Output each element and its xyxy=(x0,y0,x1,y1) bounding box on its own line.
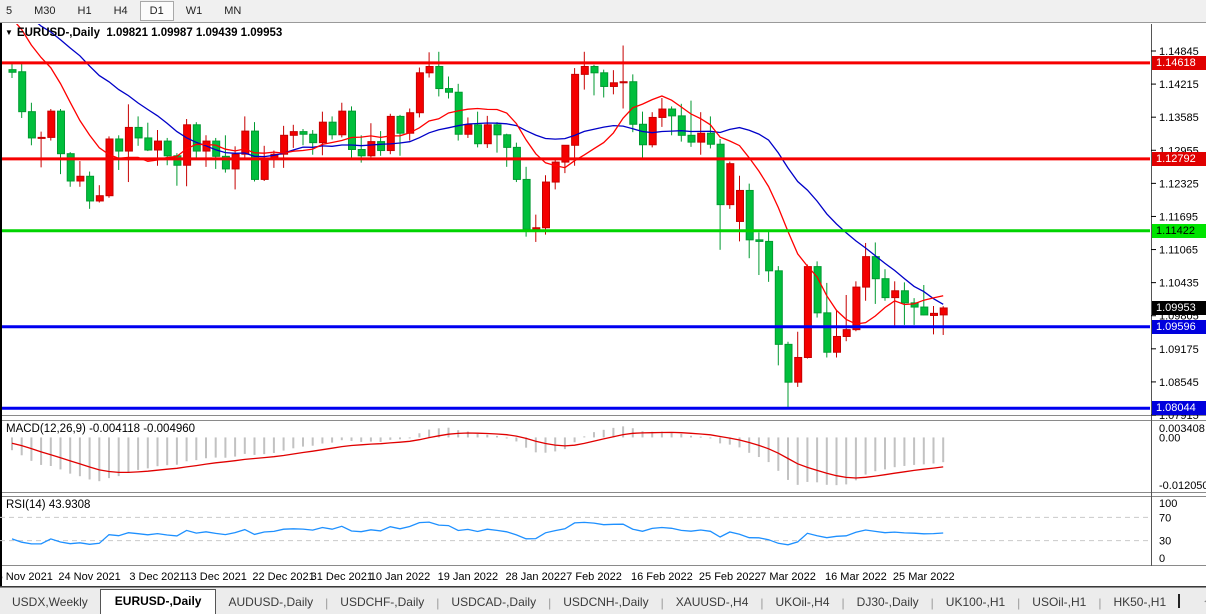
tab-separator: | xyxy=(548,596,552,610)
tab-separator: | xyxy=(841,596,845,610)
symbol-tab-usdx-weekly[interactable]: USDX,Weekly xyxy=(12,595,88,609)
macd-name: MACD(12,26,9) xyxy=(6,423,86,435)
tab-separator: | xyxy=(660,596,664,610)
timeframe-toolbar: 5 M30 H1 H4 D1 W1 MN xyxy=(0,0,1206,23)
tab-scroll-left-icon[interactable]: ◂ xyxy=(1196,596,1206,607)
tab-separator: | xyxy=(436,596,440,610)
date-axis-label: 24 Nov 2021 xyxy=(58,571,120,583)
macd-values: -0.004118 -0.004960 xyxy=(89,423,196,435)
tab-separator: | xyxy=(930,596,934,610)
macd-group xyxy=(11,426,945,486)
price-axis-tick: 1.08545 xyxy=(1159,377,1199,389)
timeframe-button-H4[interactable]: H4 xyxy=(113,5,128,17)
timeframe-button-W1[interactable]: W1 xyxy=(185,5,203,17)
price-badge-1.12792: 1.12792 xyxy=(1152,151,1206,166)
rsi-axis-tick: 0 xyxy=(1159,553,1165,565)
price-axis-tick: 1.13585 xyxy=(1159,112,1199,124)
symbol-tab-usdchf-daily[interactable]: USDCHF-,Daily xyxy=(340,595,425,609)
price-axis-tick: 1.09175 xyxy=(1159,344,1199,356)
date-axis-label: 22 Dec 2021 xyxy=(252,571,314,583)
date-axis-label: 7 Feb 2022 xyxy=(566,571,622,583)
tab-scroll-controls: ◂▸ xyxy=(1178,588,1206,614)
price-axis-tick: 1.10435 xyxy=(1159,278,1199,290)
chart-symbol-label: EURUSD-,Daily xyxy=(16,27,100,39)
timeframe-button-MN[interactable]: MN xyxy=(224,5,242,17)
timeframe-button-D1[interactable]: D1 xyxy=(139,1,174,21)
tab-separator: | xyxy=(325,596,329,610)
date-axis-label: 7 Mar 2022 xyxy=(760,571,816,583)
price-axis-tick: 1.14215 xyxy=(1159,79,1199,91)
rsi-indicator-label: RSI(14) 43.9308 xyxy=(6,499,90,511)
date-axis-label: 3 Dec 2021 xyxy=(129,571,185,583)
rsi-value: 43.9308 xyxy=(48,499,91,511)
symbol-tab-bar: USDX,Weekly EURUSD-,Daily AUDUSD-,Daily | US… xyxy=(0,587,1206,614)
price-badge-1.11422: 1.11422 xyxy=(1152,223,1206,238)
chart-title: ▼ EURUSD-,Daily 1.09821 1.09987 1.09439 1… xyxy=(5,27,282,39)
timeframe-button-5[interactable]: 5 xyxy=(6,5,13,17)
tab-separator: | xyxy=(1098,596,1102,610)
tab-splitter-handle[interactable] xyxy=(1178,594,1181,608)
price-axis-tick: 1.14845 xyxy=(1159,46,1199,58)
date-axis-label: 16 Mar 2022 xyxy=(825,571,887,583)
symbol-tab-ukoil-h4[interactable]: UKOil-,H4 xyxy=(775,595,830,609)
symbol-tab-eurusd-daily[interactable]: EURUSD-,Daily xyxy=(99,589,217,614)
date-axis-label: 25 Feb 2022 xyxy=(699,571,761,583)
chart-ohlc-values: 1.09821 1.09987 1.09439 1.09953 xyxy=(106,27,283,39)
chart-surface[interactable] xyxy=(0,24,1150,415)
date-axis-label: 15 Nov 2021 xyxy=(0,571,53,583)
macd-axis-tick: 0.00 xyxy=(1159,432,1180,444)
macd-axis-tick: -0.012050 xyxy=(1159,480,1206,492)
symbol-tab-usoil-h1[interactable]: USOil-,H1 xyxy=(1032,595,1087,609)
date-axis-label: 31 Dec 2021 xyxy=(311,571,373,583)
timeframe-button-H1[interactable]: H1 xyxy=(77,5,92,17)
symbol-tab-xauusd-h4[interactable]: XAUUSD-,H4 xyxy=(675,595,749,609)
date-axis-label: 28 Jan 2022 xyxy=(506,571,567,583)
date-axis-label: 13 Dec 2021 xyxy=(185,571,247,583)
price-badge-1.08044: 1.08044 xyxy=(1152,401,1206,416)
price-badge-1.14618: 1.14618 xyxy=(1152,55,1206,70)
tab-separator: | xyxy=(1017,596,1021,610)
date-axis-label: 19 Jan 2022 xyxy=(438,571,499,583)
date-axis-label: 25 Mar 2022 xyxy=(893,571,955,583)
symbol-tab-usdcad-daily[interactable]: USDCAD-,Daily xyxy=(451,595,537,609)
symbol-tab-usdcnh-daily[interactable]: USDCNH-,Daily xyxy=(563,595,649,609)
symbol-tab-uk100-h1[interactable]: UK100-,H1 xyxy=(945,595,1006,609)
price-axis-tick: 1.11695 xyxy=(1159,211,1198,223)
price-axis-tick: 1.12325 xyxy=(1159,178,1199,190)
symbol-tab-hk50-h1[interactable]: HK50-,H1 xyxy=(1113,595,1167,609)
symbol-tab-audusd-daily[interactable]: AUDUSD-,Daily xyxy=(228,595,314,609)
rsi-group xyxy=(0,516,1150,546)
price-badge-1.09953: 1.09953 xyxy=(1152,300,1206,315)
price-axis-tick: 1.11065 xyxy=(1159,245,1198,257)
macd-axis-tick: 0.003408 xyxy=(1159,423,1205,435)
tab-separator: | xyxy=(760,596,764,610)
timeframe-button-M30[interactable]: M30 xyxy=(34,5,56,17)
chart-detach-arrow-icon[interactable]: ▼ xyxy=(5,28,13,37)
symbol-tab-dj30-daily[interactable]: DJ30-,Daily xyxy=(856,595,919,609)
date-axis-label: 16 Feb 2022 xyxy=(631,571,693,583)
price-badge-1.09596: 1.09596 xyxy=(1152,319,1206,334)
macd-indicator-label: MACD(12,26,9) -0.004118 -0.004960 xyxy=(6,423,195,435)
rsi-name: RSI(14) xyxy=(6,499,46,511)
date-axis-label: 10 Jan 2022 xyxy=(370,571,431,583)
candles-group xyxy=(8,45,948,408)
rsi-axis-tick: 70 xyxy=(1159,512,1171,524)
rsi-axis-tick: 100 xyxy=(1159,498,1177,510)
rsi-axis-tick: 30 xyxy=(1159,536,1171,548)
